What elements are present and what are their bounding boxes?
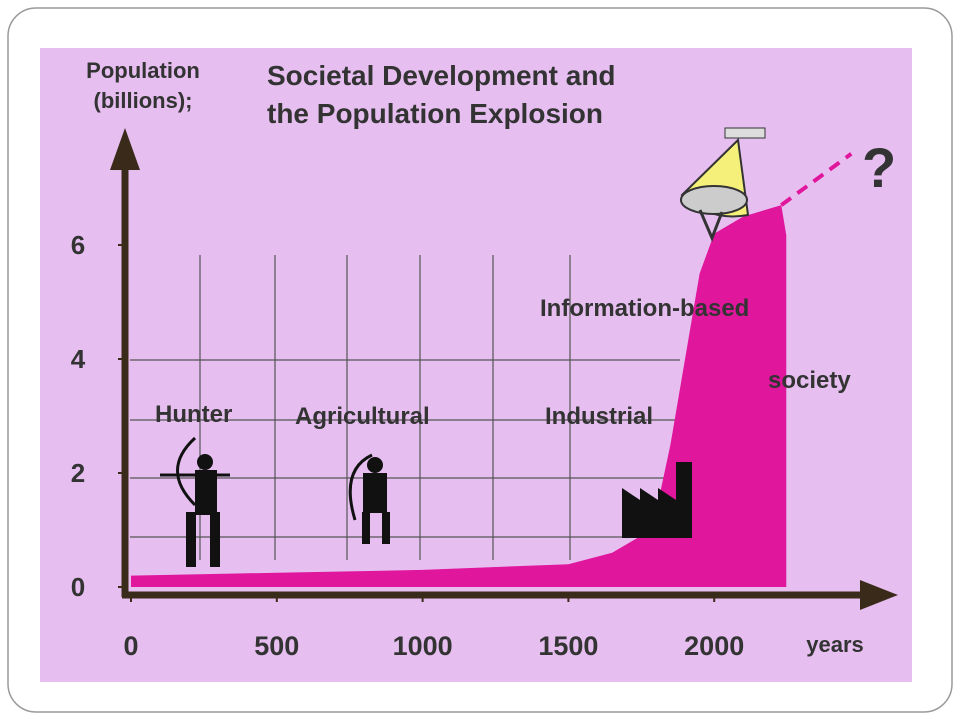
y-tick-label: 0 xyxy=(71,572,85,602)
x-tick-label: 2000 xyxy=(684,631,744,661)
icons xyxy=(160,127,766,567)
x-tick-label: 1000 xyxy=(393,631,453,661)
x-tick-label: 500 xyxy=(254,631,299,661)
annotation: ? xyxy=(862,136,896,199)
chart-layer: 0 2 4 6 0 500 1000 1500 2000 years Population (bill… xyxy=(71,58,898,661)
chart-title: Societal Development and xyxy=(267,60,616,91)
x-axis-arrow xyxy=(860,580,898,610)
annotation: Hunter xyxy=(155,401,232,428)
chart-title: the Population Explosion xyxy=(267,98,603,129)
y-tick-label: 4 xyxy=(71,344,86,374)
y-tick-label: 6 xyxy=(71,230,85,260)
y-axis-label: Population xyxy=(86,58,200,83)
background-grid xyxy=(130,255,680,560)
x-tick-label: 1500 xyxy=(538,631,598,661)
annotation: Industrial xyxy=(545,403,653,430)
y-axis-label: (billions); xyxy=(94,88,193,113)
y-axis-arrow xyxy=(110,128,140,170)
annotation: society xyxy=(768,367,851,394)
projection-line xyxy=(780,152,853,207)
annotation: Information-based xyxy=(540,295,749,322)
x-tick-label: 0 xyxy=(123,631,138,661)
y-tick-label: 2 xyxy=(71,458,85,488)
population-area xyxy=(131,205,787,587)
annotation: Agricultural xyxy=(295,403,430,430)
x-axis-label: years xyxy=(806,632,864,657)
